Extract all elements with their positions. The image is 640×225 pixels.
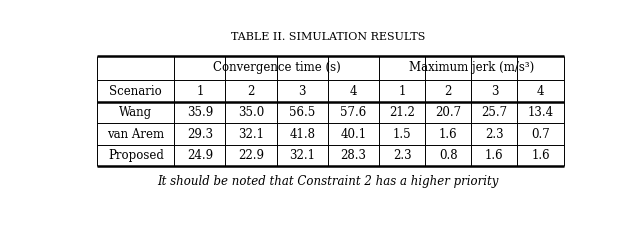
Text: 20.7: 20.7: [435, 106, 461, 119]
Text: van Arem: van Arem: [108, 128, 164, 141]
Text: 1: 1: [196, 85, 204, 98]
Text: TABLE II. SIMULATION RESULTS: TABLE II. SIMULATION RESULTS: [231, 32, 425, 42]
Text: 1.6: 1.6: [531, 149, 550, 162]
Text: 40.1: 40.1: [340, 128, 367, 141]
Text: 57.6: 57.6: [340, 106, 367, 119]
Text: 0.8: 0.8: [439, 149, 458, 162]
Text: 22.9: 22.9: [238, 149, 264, 162]
Text: 3: 3: [298, 85, 306, 98]
Text: 21.2: 21.2: [389, 106, 415, 119]
Text: 2: 2: [248, 85, 255, 98]
Text: 2: 2: [445, 85, 452, 98]
Text: 4: 4: [537, 85, 544, 98]
Text: 32.1: 32.1: [238, 128, 264, 141]
Text: Wang: Wang: [119, 106, 152, 119]
Text: 1.6: 1.6: [485, 149, 504, 162]
Text: 2.3: 2.3: [485, 128, 504, 141]
Text: Maximum jerk (m/s³): Maximum jerk (m/s³): [409, 61, 534, 74]
Text: 4: 4: [350, 85, 357, 98]
Text: 25.7: 25.7: [481, 106, 508, 119]
Text: 2.3: 2.3: [393, 149, 412, 162]
Text: Convergence time (s): Convergence time (s): [213, 61, 340, 74]
Text: 0.7: 0.7: [531, 128, 550, 141]
Text: Scenario: Scenario: [109, 85, 162, 98]
Text: 3: 3: [491, 85, 498, 98]
Text: 56.5: 56.5: [289, 106, 316, 119]
Text: It should be noted that Constraint 2 has a higher priority: It should be noted that Constraint 2 has…: [157, 175, 499, 188]
Text: 35.9: 35.9: [187, 106, 213, 119]
Text: 13.4: 13.4: [527, 106, 554, 119]
Text: 29.3: 29.3: [187, 128, 213, 141]
Text: 24.9: 24.9: [187, 149, 213, 162]
Text: 32.1: 32.1: [289, 149, 316, 162]
Text: 1.5: 1.5: [393, 128, 412, 141]
Text: 1: 1: [399, 85, 406, 98]
Text: Proposed: Proposed: [108, 149, 164, 162]
Text: 1.6: 1.6: [439, 128, 458, 141]
Text: 35.0: 35.0: [238, 106, 264, 119]
Text: 41.8: 41.8: [289, 128, 316, 141]
Text: 28.3: 28.3: [340, 149, 367, 162]
